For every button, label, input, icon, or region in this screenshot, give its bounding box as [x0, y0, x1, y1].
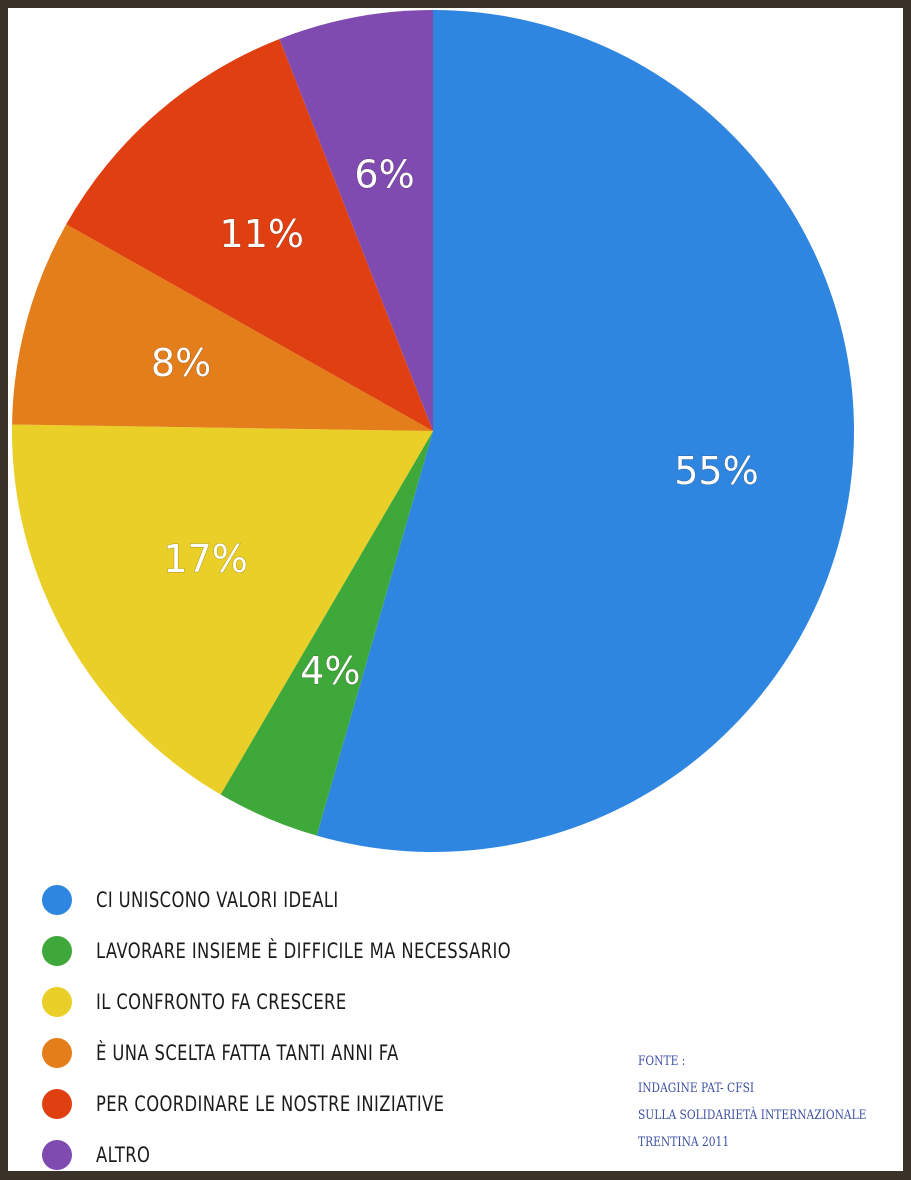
legend-swatch-1: [42, 935, 72, 966]
legend-item-4: PER COORDINARE LE NOSTRE INIZIATIVE: [42, 1078, 628, 1129]
slice-value-label-5: 6%: [354, 153, 414, 197]
legend-label-4: PER COORDINARE LE NOSTRE INIZIATIVE: [96, 1091, 445, 1116]
legend-label-0: CI UNISCONO VALORI IDEALI: [96, 887, 339, 912]
source-line-2: SULLA SOLIDARIETÀ INTERNAZIONALE: [638, 1108, 867, 1123]
source-line-1: INDAGINE PAT- CFSI: [638, 1081, 755, 1096]
pie-slice-1: [220, 431, 433, 836]
legend-item-1: LAVORARE INSIEME È DIFFICILE MA NECESSAR…: [42, 925, 628, 976]
legend-swatch-2: [42, 986, 72, 1017]
slice-value-label-0: 55%: [674, 449, 758, 493]
source-heading: FONTE :: [638, 1054, 686, 1069]
legend-swatch-5: [42, 1139, 72, 1170]
slice-value-label-1: 4%: [300, 649, 360, 693]
source-line-3: TRENTINA 2011: [638, 1135, 730, 1150]
pie-slice-0: [316, 10, 855, 853]
pie-slice-4: [66, 38, 433, 432]
pie-slice-5: [279, 10, 433, 431]
legend: CI UNISCONO VALORI IDEALI LAVORARE INSIEM…: [42, 874, 628, 1180]
pie-slice-2: [12, 424, 434, 795]
legend-item-5: ALTRO: [42, 1129, 628, 1180]
slice-value-label-4: 11%: [220, 212, 304, 256]
slice-value-label-3: 8%: [151, 341, 211, 385]
legend-item-0: CI UNISCONO VALORI IDEALI: [42, 874, 628, 925]
slice-value-label-2: 17%: [163, 537, 247, 581]
legend-swatch-3: [42, 1037, 72, 1068]
legend-label-2: IL CONFRONTO FA CRESCERE: [96, 989, 347, 1014]
legend-item-2: IL CONFRONTO FA CRESCERE: [42, 976, 628, 1027]
legend-swatch-4: [42, 1088, 72, 1119]
legend-label-3: È UNA SCELTA FATTA TANTI ANNI FA: [96, 1040, 399, 1065]
legend-label-1: LAVORARE INSIEME È DIFFICILE MA NECESSAR…: [96, 938, 512, 963]
pie-chart: 55% 4% 17% 8% 11% 6%: [12, 10, 855, 853]
chart-frame: 55% 4% 17% 8% 11% 6% CI UNISCONO VALORI IDEAL…: [8, 8, 903, 1171]
legend-swatch-0: [42, 884, 72, 915]
pie-slice-3: [12, 224, 434, 431]
legend-item-3: È UNA SCELTA FATTA TANTI ANNI FA: [42, 1027, 628, 1078]
source-note: FONTE : INDAGINE PAT- CFSI SULLA SOLIDAR…: [638, 1048, 866, 1156]
legend-label-5: ALTRO: [96, 1142, 151, 1167]
